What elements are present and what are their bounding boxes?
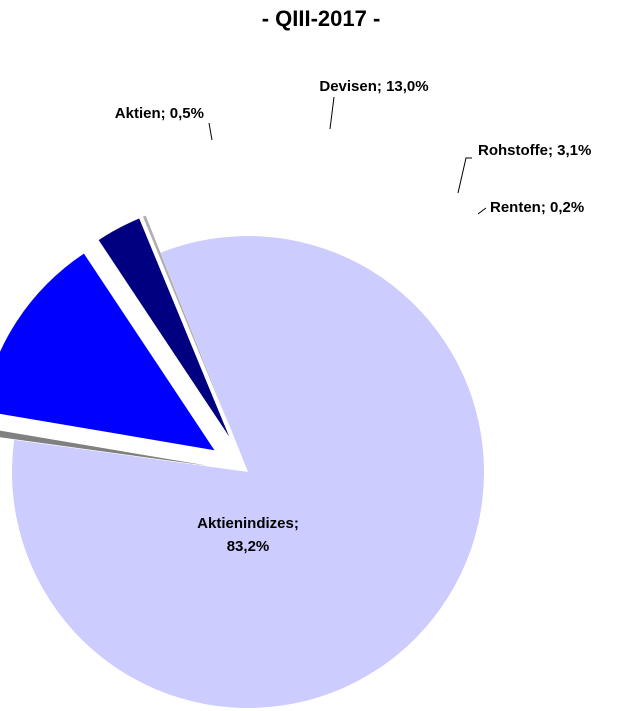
- pie-slice-devisen: [0, 253, 215, 451]
- pie-slice-rohstoffe: [98, 218, 230, 437]
- data-label-aktien: Aktien; 0,5%: [115, 105, 204, 122]
- leader-line-devisen: [329, 96, 335, 130]
- leader-line-rohstoffe: [457, 157, 472, 194]
- leader-line-renten: [477, 207, 487, 215]
- data-label-rohstoffe: Rohstoffe; 3,1%: [478, 142, 591, 159]
- chart-title: - QIII-2017 -: [261, 6, 381, 31]
- pie-slice-aktienindizes: [11, 235, 485, 708]
- pie-slice-aktien: [0, 430, 209, 466]
- data-label-aktienindizes: Aktienindizes; 83,2%: [197, 515, 299, 555]
- data-label-devisen: Devisen; 13,0%: [319, 78, 428, 95]
- pie-slice-renten: [142, 215, 233, 435]
- leader-line-aktien: [208, 122, 213, 141]
- data-label-renten: Renten; 0,2%: [490, 199, 584, 216]
